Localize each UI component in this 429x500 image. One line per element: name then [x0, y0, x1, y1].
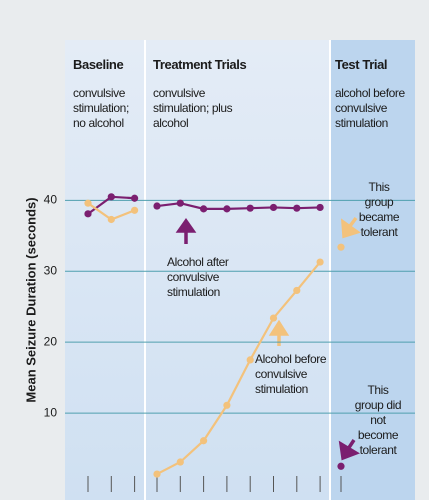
data-point: [316, 203, 324, 212]
panel-title: Baseline: [73, 57, 124, 72]
series-annotation: Alcohol before convulsive stimulation: [255, 352, 327, 396]
data-point: [84, 210, 92, 218]
data-point: [200, 437, 208, 445]
data-point: [293, 204, 301, 212]
data-point: [107, 193, 115, 201]
data-point: [246, 356, 254, 364]
y-tick-label: 20: [44, 334, 58, 348]
y-tick-label: 30: [44, 263, 58, 277]
data-point: [316, 258, 324, 266]
data-point: [153, 470, 161, 478]
series-annotation: Alcohol after convulsive stimulation: [167, 255, 229, 299]
panel-subtitle: alcohol before convulsive stimulation: [335, 86, 405, 130]
data-point: [269, 314, 278, 322]
annotation: This group did not become tolerant: [354, 383, 402, 457]
arrow: [338, 439, 360, 461]
y-tick-label: 40: [44, 193, 58, 207]
data-point: [200, 205, 208, 213]
data-point: [246, 204, 254, 212]
series-line: [156, 202, 321, 210]
data-point: [223, 205, 231, 213]
arrow: [175, 217, 197, 244]
data-point: [293, 286, 301, 295]
y-tick-label: 10: [44, 405, 58, 419]
panel-title: Test Trial: [335, 57, 388, 72]
data-point: [337, 243, 345, 251]
panel-title: Treatment Trials: [153, 57, 247, 72]
annotation: This group became tolerant: [358, 180, 400, 239]
data-point: [223, 401, 231, 409]
data-point: [131, 194, 139, 202]
data-point: [176, 199, 184, 207]
data-point: [131, 206, 139, 214]
data-point: [153, 202, 161, 210]
panel-subtitle: convulsive stimulation; no alcohol: [73, 86, 129, 130]
data-point: [84, 199, 92, 207]
data-point: [269, 203, 278, 212]
data-point: [107, 215, 115, 224]
data-point: [176, 458, 184, 466]
data-point: [337, 462, 345, 470]
arrow: [268, 319, 290, 346]
panel-subtitle: convulsive stimulation; plus alcohol: [153, 86, 233, 130]
test-panel-background: [330, 40, 415, 500]
y-axis-label: Mean Seizure Duration (seconds): [23, 197, 38, 402]
arrow: [340, 216, 361, 239]
series-line: [156, 261, 321, 476]
